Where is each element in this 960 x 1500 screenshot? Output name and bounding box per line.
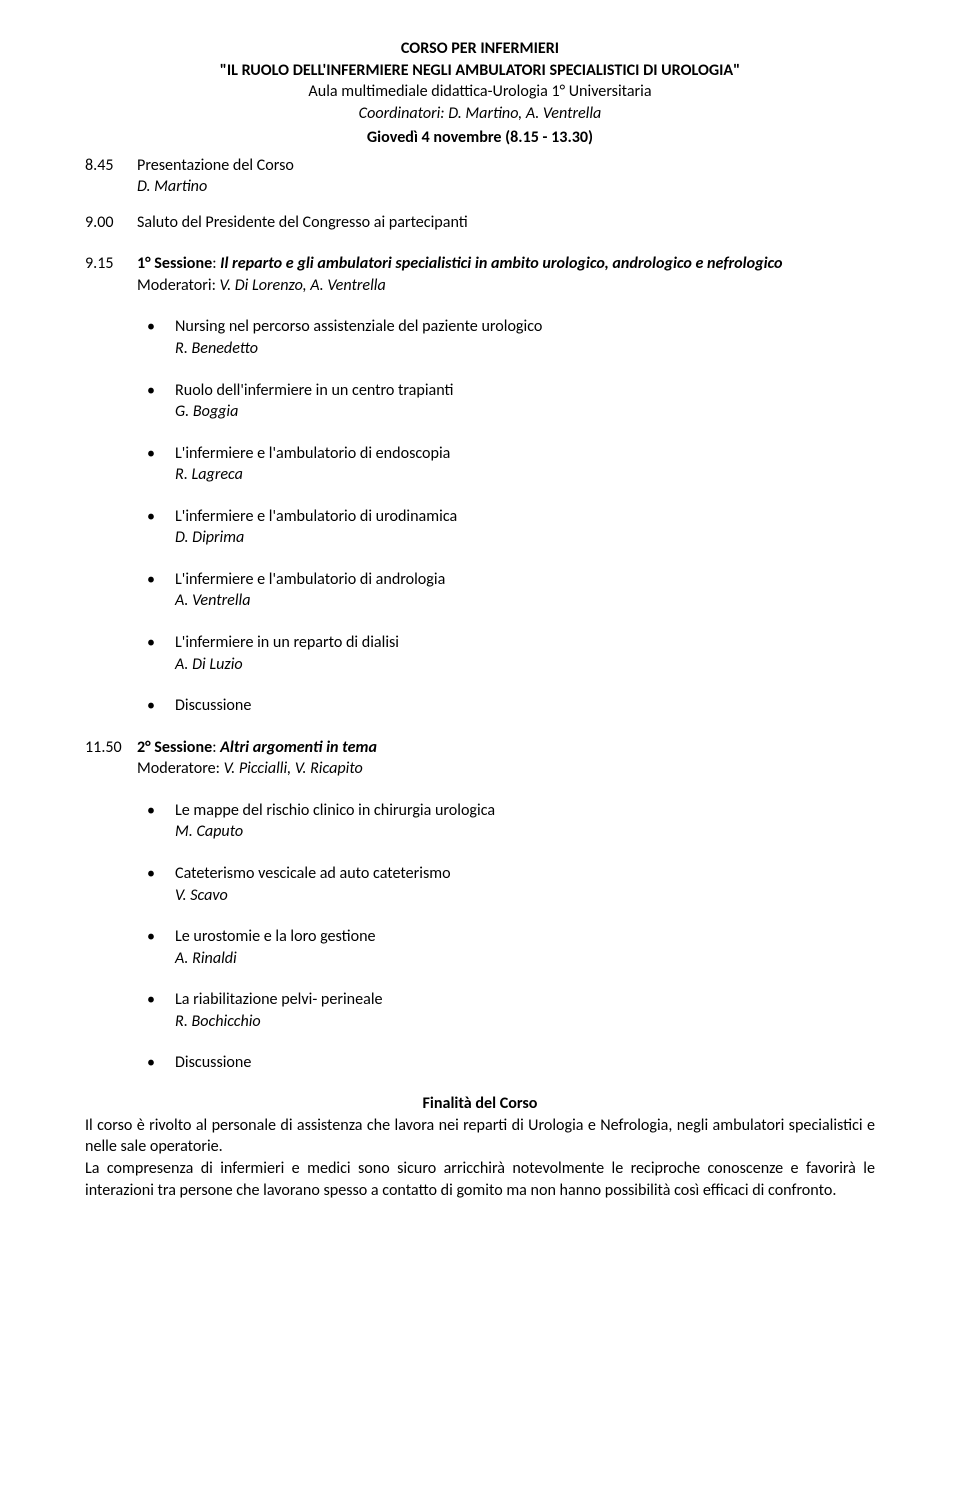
list-item: L'infermiere e l'ambulatorio di urodinam… <box>85 506 875 549</box>
bullet-author: A. Rinaldi <box>175 948 875 970</box>
time-900: 9.00 <box>85 212 137 234</box>
session1-sep: : <box>212 254 220 273</box>
list-item: Ruolo dell'infermiere in un centro trapi… <box>85 380 875 423</box>
presentation-author: D. Martino <box>137 177 207 196</box>
bullet-author: R. Lagreca <box>175 464 875 486</box>
bullet-text: Discussione <box>175 1053 251 1072</box>
bullet-text: Nursing nel percorso assistenziale del p… <box>175 317 542 336</box>
session2-label: 2° Sessione <box>137 738 212 757</box>
bullet-author: A. Ventrella <box>175 590 875 612</box>
bullet-author: M. Caputo <box>175 821 875 843</box>
session1-bullets: Nursing nel percorso assistenziale del p… <box>85 316 875 716</box>
header-date: Giovedì 4 novembre (8.15 - 13.30) <box>85 127 875 149</box>
session1-title-block: 1° Sessione: Il reparto e gli ambulatori… <box>137 253 875 296</box>
list-item: La riabilitazione pelvi- perineale R. Boc… <box>85 989 875 1032</box>
bullet-text: Discussione <box>175 696 251 715</box>
final-paragraph-2: La compresenza di infermieri e medici so… <box>85 1158 875 1201</box>
list-item: L'infermiere e l'ambulatorio di androlog… <box>85 569 875 612</box>
coord-names: D. Martino, A. Ventrella <box>448 104 601 123</box>
header-line1: CORSO PER INFERMIERI <box>85 38 875 60</box>
row-845: 8.45 Presentazione del Corso D. Martino <box>85 155 875 198</box>
final-paragraph-1: Il corso è rivolto al personale di assis… <box>85 1115 875 1158</box>
session2-sep: : <box>212 738 220 757</box>
session2-mod-label: Moderatore: <box>137 759 224 778</box>
list-item: L'infermiere e l'ambulatorio di endoscop… <box>85 443 875 486</box>
session1-title: Il reparto e gli ambulatori specialistic… <box>220 254 782 273</box>
header-line2: "IL RUOLO DELL'INFERMIERE NEGLI AMBULATO… <box>85 60 875 82</box>
header-coordinators: Coordinatori: D. Martino, A. Ventrella <box>85 103 875 125</box>
list-item: Discussione <box>85 695 875 717</box>
row-900: 9.00 Saluto del Presidente del Congresso… <box>85 212 875 234</box>
bullet-text: Le mappe del rischio clinico in chirurgi… <box>175 801 495 820</box>
final-title: Finalità del Corso <box>85 1094 875 1113</box>
list-item: L'infermiere in un reparto di dialisi A. … <box>85 632 875 675</box>
text-900: Saluto del Presidente del Congresso ai p… <box>137 212 875 234</box>
document-page: CORSO PER INFERMIERI "IL RUOLO DELL'INFE… <box>0 0 960 1500</box>
bullet-author: R. Benedetto <box>175 338 875 360</box>
session2-header: 11.50 2° Sessione: Altri argomenti in te… <box>85 737 875 780</box>
session2-mod-names: V. Piccialli, V. Ricapito <box>224 759 363 778</box>
bullet-author: A. Di Luzio <box>175 654 875 676</box>
session1-mod-names: V. Di Lorenzo, A. Ventrella <box>220 276 386 295</box>
list-item: Le mappe del rischio clinico in chirurgi… <box>85 800 875 843</box>
list-item: Le urostomie e la loro gestione A. Rinald… <box>85 926 875 969</box>
bullet-author: V. Scavo <box>175 885 875 907</box>
list-item: Nursing nel percorso assistenziale del p… <box>85 316 875 359</box>
time-845: 8.45 <box>85 155 137 177</box>
bullet-text: Ruolo dell'infermiere in un centro trapi… <box>175 381 454 400</box>
bullet-text: Le urostomie e la loro gestione <box>175 927 376 946</box>
bullet-author: G. Boggia <box>175 401 875 423</box>
presentation-label: Presentazione del Corso <box>137 156 294 175</box>
header-block: CORSO PER INFERMIERI "IL RUOLO DELL'INFE… <box>85 38 875 149</box>
session2-time: 11.50 <box>85 737 137 759</box>
session1-mod-label: Moderatori: <box>137 276 220 295</box>
list-item: Cateterismo vescicale ad auto cateterism… <box>85 863 875 906</box>
coord-label: Coordinatori: <box>359 104 449 123</box>
session1-time: 9.15 <box>85 253 137 275</box>
header-line3: Aula multimediale didattica-Urologia 1° … <box>85 81 875 103</box>
bullet-text: L'infermiere e l'ambulatorio di androlog… <box>175 570 445 589</box>
bullet-text: Cateterismo vescicale ad auto cateterism… <box>175 864 451 883</box>
session2-title: Altri argomenti in tema <box>220 738 377 757</box>
bullet-text: L'infermiere in un reparto di dialisi <box>175 633 399 652</box>
bullet-author: D. Diprima <box>175 527 875 549</box>
bullet-text: L'infermiere e l'ambulatorio di urodinam… <box>175 507 457 526</box>
session2-title-block: 2° Sessione: Altri argomenti in tema Mod… <box>137 737 875 780</box>
bullet-text: L'infermiere e l'ambulatorio di endoscop… <box>175 444 450 463</box>
bullet-text: La riabilitazione pelvi- perineale <box>175 990 383 1009</box>
list-item: Discussione <box>85 1052 875 1074</box>
text-845: Presentazione del Corso D. Martino <box>137 155 875 198</box>
session2-bullets: Le mappe del rischio clinico in chirurgi… <box>85 800 875 1074</box>
bullet-author: R. Bochicchio <box>175 1011 875 1033</box>
session1-label: 1° Sessione <box>137 254 212 273</box>
session1-header: 9.15 1° Sessione: Il reparto e gli ambul… <box>85 253 875 296</box>
